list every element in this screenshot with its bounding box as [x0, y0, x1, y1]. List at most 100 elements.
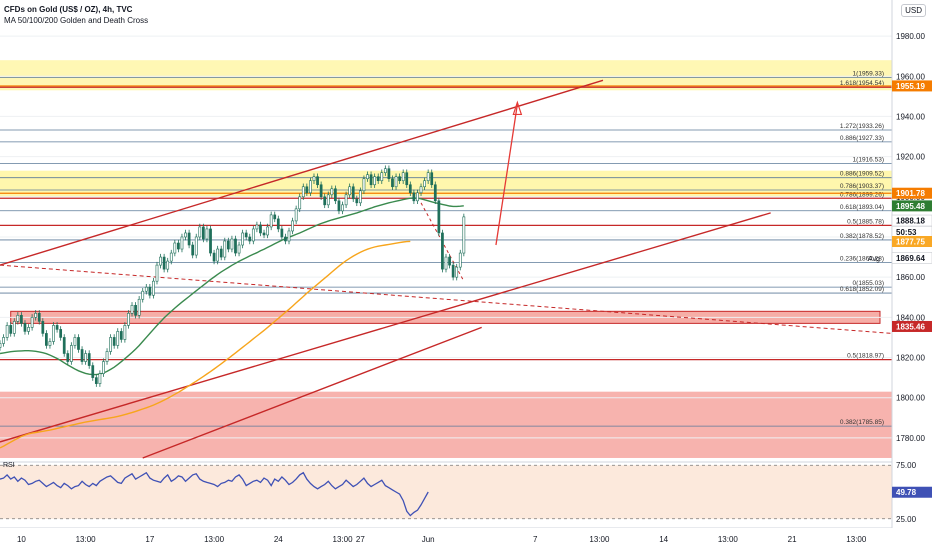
time-tick-label: 24 — [274, 535, 283, 544]
candle-body — [127, 313, 130, 326]
candle-body — [194, 236, 198, 256]
candle-body — [309, 180, 312, 194]
candle-body — [444, 256, 448, 270]
fib-level-label: 0.886(1927.33) — [840, 135, 884, 142]
price-axis[interactable]: 1780.001800.001820.001840.001860.001880.… — [868, 0, 932, 550]
candle-body — [251, 228, 255, 242]
dashed-trend-line — [0, 264, 893, 334]
candle-body — [69, 345, 73, 362]
candle-body — [187, 232, 191, 246]
candle-body — [284, 236, 287, 242]
candle-body — [326, 194, 330, 206]
rsi-tick-label: 25.00 — [896, 515, 917, 524]
time-tick-label: 10 — [17, 535, 26, 544]
candle-body — [330, 188, 334, 196]
candle-body — [248, 236, 252, 242]
price-tick-label: 1960.00 — [896, 72, 925, 81]
candle-body — [237, 244, 241, 254]
candle-body — [319, 184, 323, 198]
arrow-head — [512, 100, 523, 116]
grid-layer — [0, 35, 892, 439]
candle-body — [391, 178, 394, 188]
price-tick-label: 1980.00 — [896, 32, 925, 41]
candle-body — [394, 176, 398, 188]
price-tag-label: 50:53 — [896, 228, 917, 237]
time-tick-label: 13:00 — [718, 535, 739, 544]
candle-body — [355, 198, 359, 204]
avg-label: Avg — [868, 256, 880, 263]
time-tick-label: 13:00 — [76, 535, 97, 544]
candle-body — [84, 353, 88, 362]
candle-body — [348, 186, 352, 196]
moving-averages-layer — [0, 197, 464, 449]
candle-body — [30, 317, 34, 328]
time-tick-label: 7 — [533, 535, 538, 544]
candle-body — [344, 194, 348, 206]
price-tag — [892, 200, 932, 212]
fib-level-label: 0.5(1818.97) — [847, 353, 884, 360]
candle-body — [105, 351, 109, 362]
candle-body — [59, 329, 63, 338]
candle-body — [419, 186, 423, 194]
price-tick-label: 1820.00 — [896, 354, 925, 363]
candle-body — [255, 224, 259, 230]
candle-body — [52, 325, 55, 342]
candle-body — [16, 315, 20, 322]
rsi-line — [0, 471, 429, 517]
candle-body — [294, 208, 298, 222]
candle-body — [2, 337, 5, 344]
candle-body — [109, 337, 112, 352]
fib-level-label: 1(1916.53) — [853, 157, 884, 164]
zones-layer — [0, 60, 892, 458]
candle-body — [166, 260, 170, 270]
time-tick-label: Jun — [422, 535, 435, 544]
price-tag — [892, 187, 932, 199]
candle-body — [23, 323, 27, 332]
candle-body — [312, 176, 316, 182]
candle-body — [458, 252, 462, 268]
price-tick-label: 1800.00 — [896, 394, 925, 403]
candle-body — [244, 232, 248, 238]
candle-body — [412, 192, 416, 202]
candle-body — [48, 341, 52, 346]
fib-level-label: 0.786(1899.26) — [840, 191, 884, 198]
price-tick-label: 1920.00 — [896, 153, 925, 162]
candle-body — [287, 230, 291, 242]
candle-body — [380, 172, 384, 182]
rsi-current-tag — [892, 486, 932, 498]
candle-body — [198, 226, 202, 238]
fib-level-label: 0.786(1903.37) — [840, 183, 884, 190]
candle-body — [112, 337, 116, 346]
time-tick-label: 13:00 — [589, 535, 610, 544]
candle-body — [73, 337, 77, 346]
fib-level-label: 0.382(1878.52) — [840, 233, 884, 240]
fib-level-label: 0.886(1909.52) — [840, 171, 884, 178]
price-tag-label: 1895.48 — [896, 202, 925, 211]
candle-body — [387, 168, 391, 180]
candle-body — [55, 325, 59, 330]
currency-button[interactable]: USD — [901, 4, 926, 17]
candle-body — [155, 264, 159, 282]
candle-body — [451, 264, 455, 278]
candle-body — [20, 315, 23, 324]
fib-level-label: 1(1959.33) — [853, 71, 884, 78]
candle-body — [80, 349, 84, 362]
candle-body — [305, 186, 309, 194]
time-axis[interactable]: 10 13:00 17 13:00 24 13:00 27 Jun 7 13:00 14 13:00 2… — [0, 528, 932, 550]
candle-body — [448, 256, 451, 266]
candle-body — [144, 286, 148, 292]
candle-body — [62, 337, 66, 354]
candle-body — [334, 188, 337, 202]
candle-body — [358, 190, 362, 204]
candle-body — [191, 244, 195, 256]
candle-body — [205, 228, 209, 240]
candle-body — [177, 242, 180, 250]
candle-body — [266, 226, 269, 236]
candle-body — [423, 180, 426, 188]
upper-channel-line — [0, 79, 604, 266]
price-tick-label: 1780.00 — [896, 434, 925, 443]
price-tick-label: 1940.00 — [896, 112, 925, 121]
time-tick-label: 14 — [659, 535, 668, 544]
ma50-line — [0, 197, 464, 376]
